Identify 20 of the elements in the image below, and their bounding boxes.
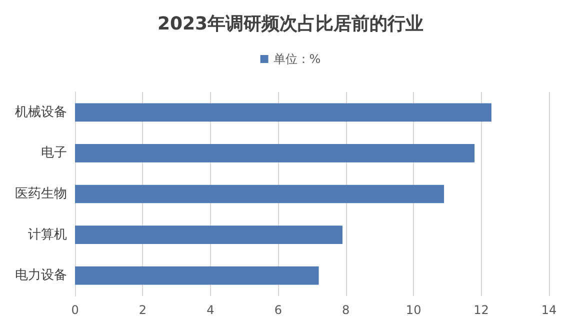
chart-title: 2023年调研频次占比居前的行业 — [157, 14, 424, 34]
y-tick-label: 计算机 — [28, 227, 67, 242]
x-tick-label: 0 — [71, 303, 79, 317]
x-tick-label: 12 — [474, 303, 489, 317]
bar — [75, 144, 475, 162]
y-tick-label: 医药生物 — [15, 186, 67, 202]
x-tick-label: 10 — [406, 303, 422, 317]
bar — [75, 226, 342, 244]
x-tick-label: 8 — [342, 303, 350, 317]
x-tick-label: 6 — [274, 303, 282, 317]
y-tick-label: 机械设备 — [15, 104, 67, 120]
x-tick-label: 4 — [206, 303, 214, 317]
y-tick-label: 电力设备 — [15, 268, 67, 284]
y-tick-label: 电子 — [41, 146, 67, 161]
x-tick-label: 14 — [541, 303, 557, 317]
bar — [75, 103, 492, 122]
bar — [75, 266, 319, 285]
legend-label: 单位：% — [273, 52, 321, 66]
x-tick-label: 2 — [138, 303, 147, 317]
bar — [75, 184, 444, 204]
